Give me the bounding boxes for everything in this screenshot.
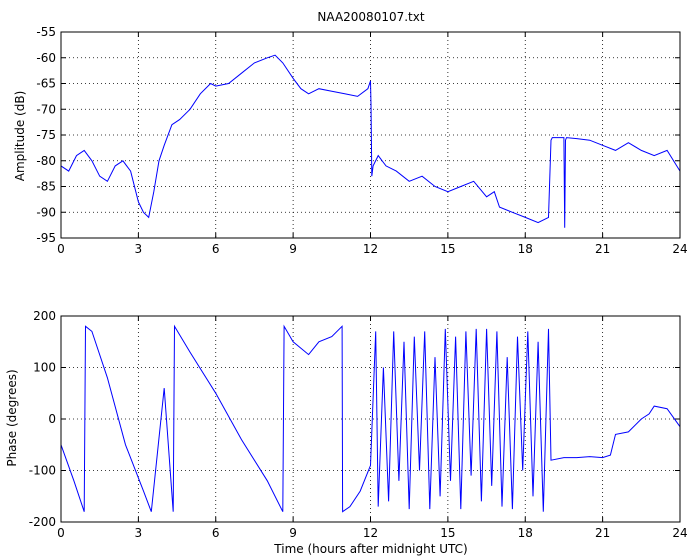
x-tick-label: 0 <box>57 242 65 256</box>
y-axis-label-amplitude: Amplitude (dB) <box>13 91 27 182</box>
y-axis-label-phase: Phase (degrees) <box>5 369 19 466</box>
y-tick-label: -65 <box>36 77 56 91</box>
y-tick-label: 0 <box>48 412 56 426</box>
ticks-phase: 0 3 6 9 12 15 18 21 24 200 100 0 -100 -200 <box>29 309 688 540</box>
amplitude-series-line <box>60 54 681 228</box>
ticks-amplitude: 0 3 6 9 12 15 18 21 24 -55 -60 -65 -70 -75 -80 -85 -90 -9… <box>36 25 687 256</box>
plot-frame-phase <box>60 315 681 523</box>
plot-frame-amplitude <box>60 31 681 239</box>
y-tick-label: -60 <box>36 51 56 65</box>
x-tick-label: 24 <box>672 242 687 256</box>
x-tick-label: 21 <box>595 242 610 256</box>
x-tick-label: 12 <box>363 526 378 540</box>
chart-title: NAA20080107.txt <box>317 10 424 24</box>
phase-series-line <box>60 324 681 513</box>
x-tick-label: 21 <box>595 526 610 540</box>
x-tick-label: 3 <box>135 242 143 256</box>
x-tick-label: 18 <box>518 242 533 256</box>
amplitude-chart: NAA20080107.txt Amplitude (dB) 0 3 6 9 12 15 1… <box>13 10 688 256</box>
x-tick-label: 15 <box>440 242 455 256</box>
x-tick-label: 0 <box>57 526 65 540</box>
y-tick-label: -75 <box>36 128 56 142</box>
phase-chart: Time (hours after midnight UTC) Phase (d… <box>5 309 688 556</box>
x-tick-label: 6 <box>212 526 220 540</box>
x-tick-label: 12 <box>363 242 378 256</box>
x-tick-label: 9 <box>289 242 297 256</box>
y-tick-label: -200 <box>29 515 56 529</box>
y-tick-label: 200 <box>33 309 56 323</box>
x-tick-label: 24 <box>672 526 687 540</box>
x-tick-label: 6 <box>212 242 220 256</box>
y-tick-label: -90 <box>36 205 56 219</box>
x-axis-label-time: Time (hours after midnight UTC) <box>273 542 467 556</box>
y-tick-label: -70 <box>36 102 56 116</box>
y-tick-label: -100 <box>29 464 56 478</box>
y-tick-label: -95 <box>36 231 56 245</box>
y-tick-label: -85 <box>36 180 56 194</box>
x-tick-label: 15 <box>440 526 455 540</box>
x-tick-label: 18 <box>518 526 533 540</box>
y-tick-label: -55 <box>36 25 56 39</box>
y-tick-label: -80 <box>36 154 56 168</box>
y-tick-label: 100 <box>33 361 56 375</box>
x-tick-label: 3 <box>135 526 143 540</box>
x-tick-label: 9 <box>289 526 297 540</box>
